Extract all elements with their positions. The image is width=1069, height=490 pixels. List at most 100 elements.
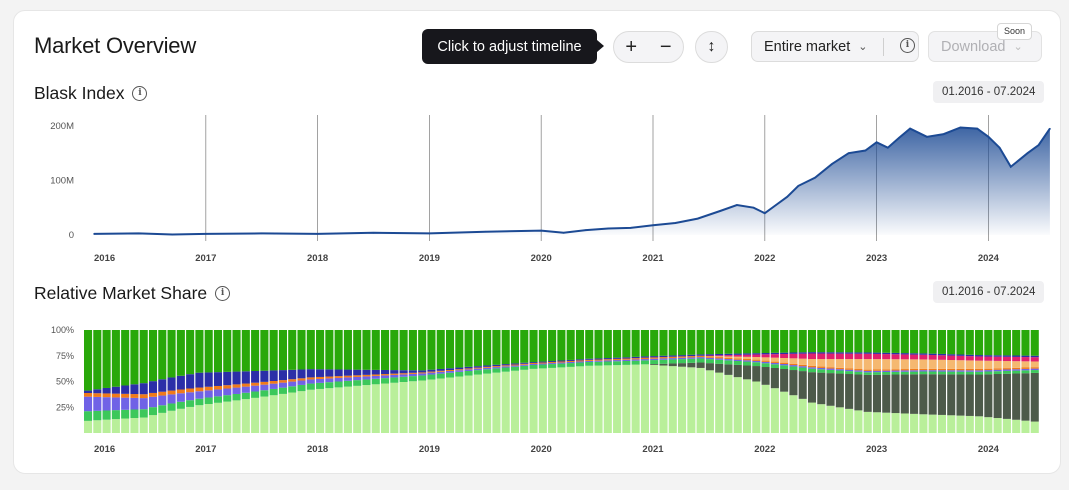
share-segment bbox=[121, 385, 130, 394]
vertical-arrows-button[interactable]: ↕ bbox=[695, 31, 728, 63]
share-segment bbox=[947, 370, 956, 372]
share-bar bbox=[678, 330, 687, 433]
share-bar bbox=[705, 330, 714, 433]
share-segment bbox=[148, 330, 158, 382]
share-segment bbox=[473, 366, 482, 368]
share-segment bbox=[872, 370, 882, 373]
market-overview-card: Market Overview Click to adjust timeline… bbox=[13, 10, 1061, 474]
share-segment bbox=[510, 363, 520, 365]
share-segment bbox=[984, 370, 993, 372]
share-segment bbox=[650, 364, 659, 433]
share-bar bbox=[566, 330, 575, 433]
share-segment bbox=[826, 368, 835, 370]
share-segment bbox=[1002, 368, 1011, 370]
share-bar bbox=[696, 330, 705, 433]
share-segment bbox=[835, 353, 844, 360]
share-segment bbox=[473, 370, 482, 375]
share-segment bbox=[789, 358, 798, 364]
share-segment bbox=[965, 368, 974, 371]
share-segment bbox=[427, 369, 436, 372]
index-point bbox=[797, 185, 800, 187]
share-bar bbox=[975, 330, 984, 433]
share-segment bbox=[687, 362, 696, 368]
share-bar bbox=[501, 330, 510, 433]
share-segment bbox=[1002, 355, 1011, 357]
share-bar bbox=[130, 330, 139, 433]
share-segment bbox=[241, 399, 250, 433]
share-segment bbox=[845, 359, 854, 369]
share-segment bbox=[780, 352, 789, 354]
share-segment bbox=[807, 359, 817, 366]
info-icon[interactable]: i bbox=[132, 86, 148, 101]
share-segment bbox=[167, 403, 176, 411]
share-segment bbox=[427, 379, 436, 433]
share-segment bbox=[761, 361, 770, 364]
share-bar bbox=[538, 330, 547, 433]
share-segment bbox=[455, 371, 464, 377]
share-segment bbox=[223, 388, 232, 396]
share-segment bbox=[900, 374, 909, 414]
share-segment bbox=[919, 370, 928, 372]
share-segment bbox=[770, 354, 779, 358]
share-segment bbox=[510, 365, 520, 367]
share-segment bbox=[316, 376, 325, 379]
index-date-range[interactable]: 01.2016 - 07.2024 bbox=[933, 81, 1045, 103]
blask-index-chart[interactable]: 2016 2017 2018 2019 2020 2021 2022 2023 2024 0 100… bbox=[14, 111, 1062, 261]
share-segment bbox=[807, 352, 817, 354]
share-segment bbox=[817, 369, 826, 373]
share-segment bbox=[121, 330, 130, 386]
share-segment bbox=[176, 375, 185, 390]
share-segment bbox=[872, 374, 882, 413]
share-segment bbox=[130, 330, 139, 385]
share-segment bbox=[891, 369, 900, 371]
share-segment bbox=[910, 368, 919, 371]
market-share-chart[interactable]: 25% 50% 75% 100% 2016 2017 2018 2019 2020 2021 202… bbox=[14, 316, 1062, 456]
share-segment bbox=[919, 374, 928, 415]
share-segment bbox=[241, 392, 250, 400]
share-segment bbox=[176, 408, 185, 433]
share-date-range[interactable]: 01.2016 - 07.2024 bbox=[933, 281, 1045, 303]
share-segment bbox=[715, 363, 724, 373]
market-select[interactable]: Entire market ⌄ i bbox=[751, 31, 919, 62]
share-bar bbox=[993, 330, 1002, 433]
info-icon[interactable]: i bbox=[215, 286, 231, 301]
zoom-out-button[interactable]: − bbox=[659, 36, 672, 58]
share-segment bbox=[334, 377, 343, 382]
share-segment bbox=[715, 355, 724, 357]
share-segment bbox=[603, 360, 612, 362]
share-bar bbox=[93, 330, 102, 433]
share-segment bbox=[798, 330, 807, 353]
share-segment bbox=[213, 385, 223, 390]
share-segment bbox=[984, 417, 993, 433]
share-segment bbox=[260, 384, 269, 391]
share-segment bbox=[260, 390, 269, 397]
share-segment bbox=[195, 372, 204, 388]
share-segment bbox=[984, 368, 993, 371]
share-x-tick: 2017 bbox=[195, 444, 216, 455]
share-segment bbox=[1002, 356, 1011, 362]
share-segment bbox=[705, 330, 714, 355]
share-segment bbox=[594, 359, 603, 361]
share-segment bbox=[770, 388, 779, 433]
share-segment bbox=[826, 405, 835, 433]
share-segment bbox=[863, 353, 872, 360]
share-segment bbox=[705, 356, 714, 358]
share-segment bbox=[956, 371, 965, 375]
index-point bbox=[752, 206, 755, 209]
share-segment bbox=[603, 359, 612, 361]
share-segment bbox=[668, 355, 677, 357]
zoom-in-button[interactable]: + bbox=[625, 36, 638, 58]
share-segment bbox=[975, 356, 984, 361]
share-bar bbox=[464, 330, 473, 433]
share-segment bbox=[1030, 330, 1039, 356]
share-segment bbox=[613, 365, 622, 433]
share-x-tick: 2022 bbox=[754, 444, 775, 455]
share-segment bbox=[399, 330, 408, 371]
index-x-tick: 2017 bbox=[195, 253, 216, 261]
share-segment bbox=[742, 360, 752, 362]
share-segment bbox=[195, 387, 204, 392]
share-segment bbox=[845, 368, 854, 370]
share-segment bbox=[715, 372, 724, 433]
info-icon[interactable]: i bbox=[900, 38, 915, 53]
share-segment bbox=[1030, 372, 1039, 422]
